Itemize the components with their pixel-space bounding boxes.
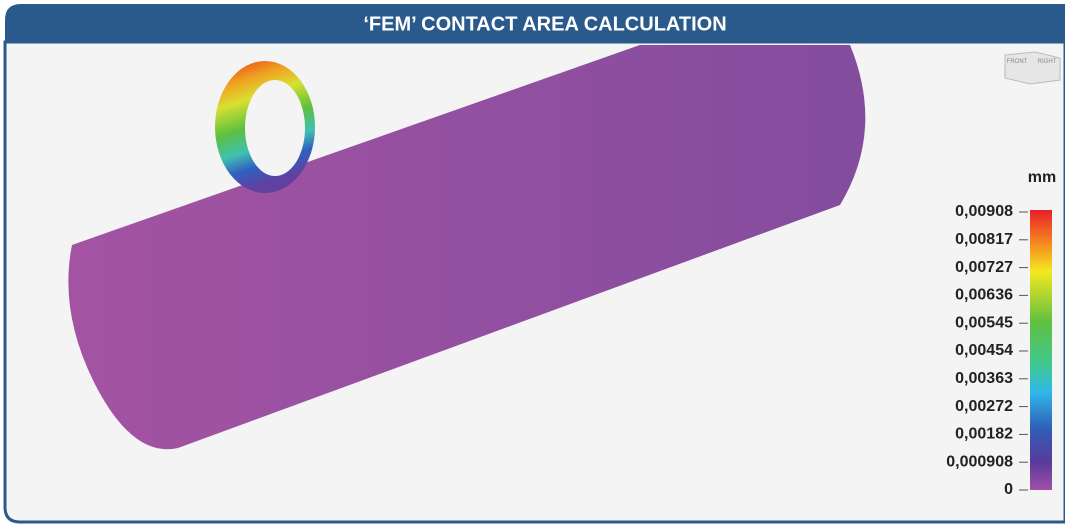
legend-tick-label: 0,00363 bbox=[955, 370, 1013, 387]
legend-unit: mm bbox=[1028, 169, 1056, 186]
header-title: ‘FEM’ CONTACT AREA CALCULATION bbox=[363, 13, 726, 35]
ring-hole bbox=[245, 80, 305, 176]
legend-tick-label: 0,00727 bbox=[955, 259, 1013, 276]
legend-tick-label: 0,00636 bbox=[955, 287, 1013, 304]
legend-tick-label: 0,00908 bbox=[955, 203, 1013, 220]
viewcube: FRONT RIGHT bbox=[1005, 52, 1060, 84]
legend-tick-label: 0 bbox=[1004, 481, 1013, 498]
page: ‘FEM’ CONTACT AREA CALCULATION FRONT RIG… bbox=[0, 0, 1065, 524]
legend-tick-label: 0,00272 bbox=[955, 398, 1013, 415]
legend-tick-label: 0,00182 bbox=[955, 426, 1013, 443]
viewcube-face: RIGHT bbox=[1038, 59, 1057, 65]
color-bar bbox=[1030, 210, 1052, 490]
legend-tick-label: 0,00454 bbox=[955, 342, 1013, 359]
legend-tick-label: 0,000908 bbox=[946, 453, 1013, 470]
scene: ‘FEM’ CONTACT AREA CALCULATION FRONT RIG… bbox=[0, 0, 1065, 524]
legend-tick-label: 0,00817 bbox=[955, 231, 1013, 248]
viewcube-face: FRONT bbox=[1007, 59, 1028, 65]
legend-tick-label: 0,00545 bbox=[955, 314, 1013, 331]
